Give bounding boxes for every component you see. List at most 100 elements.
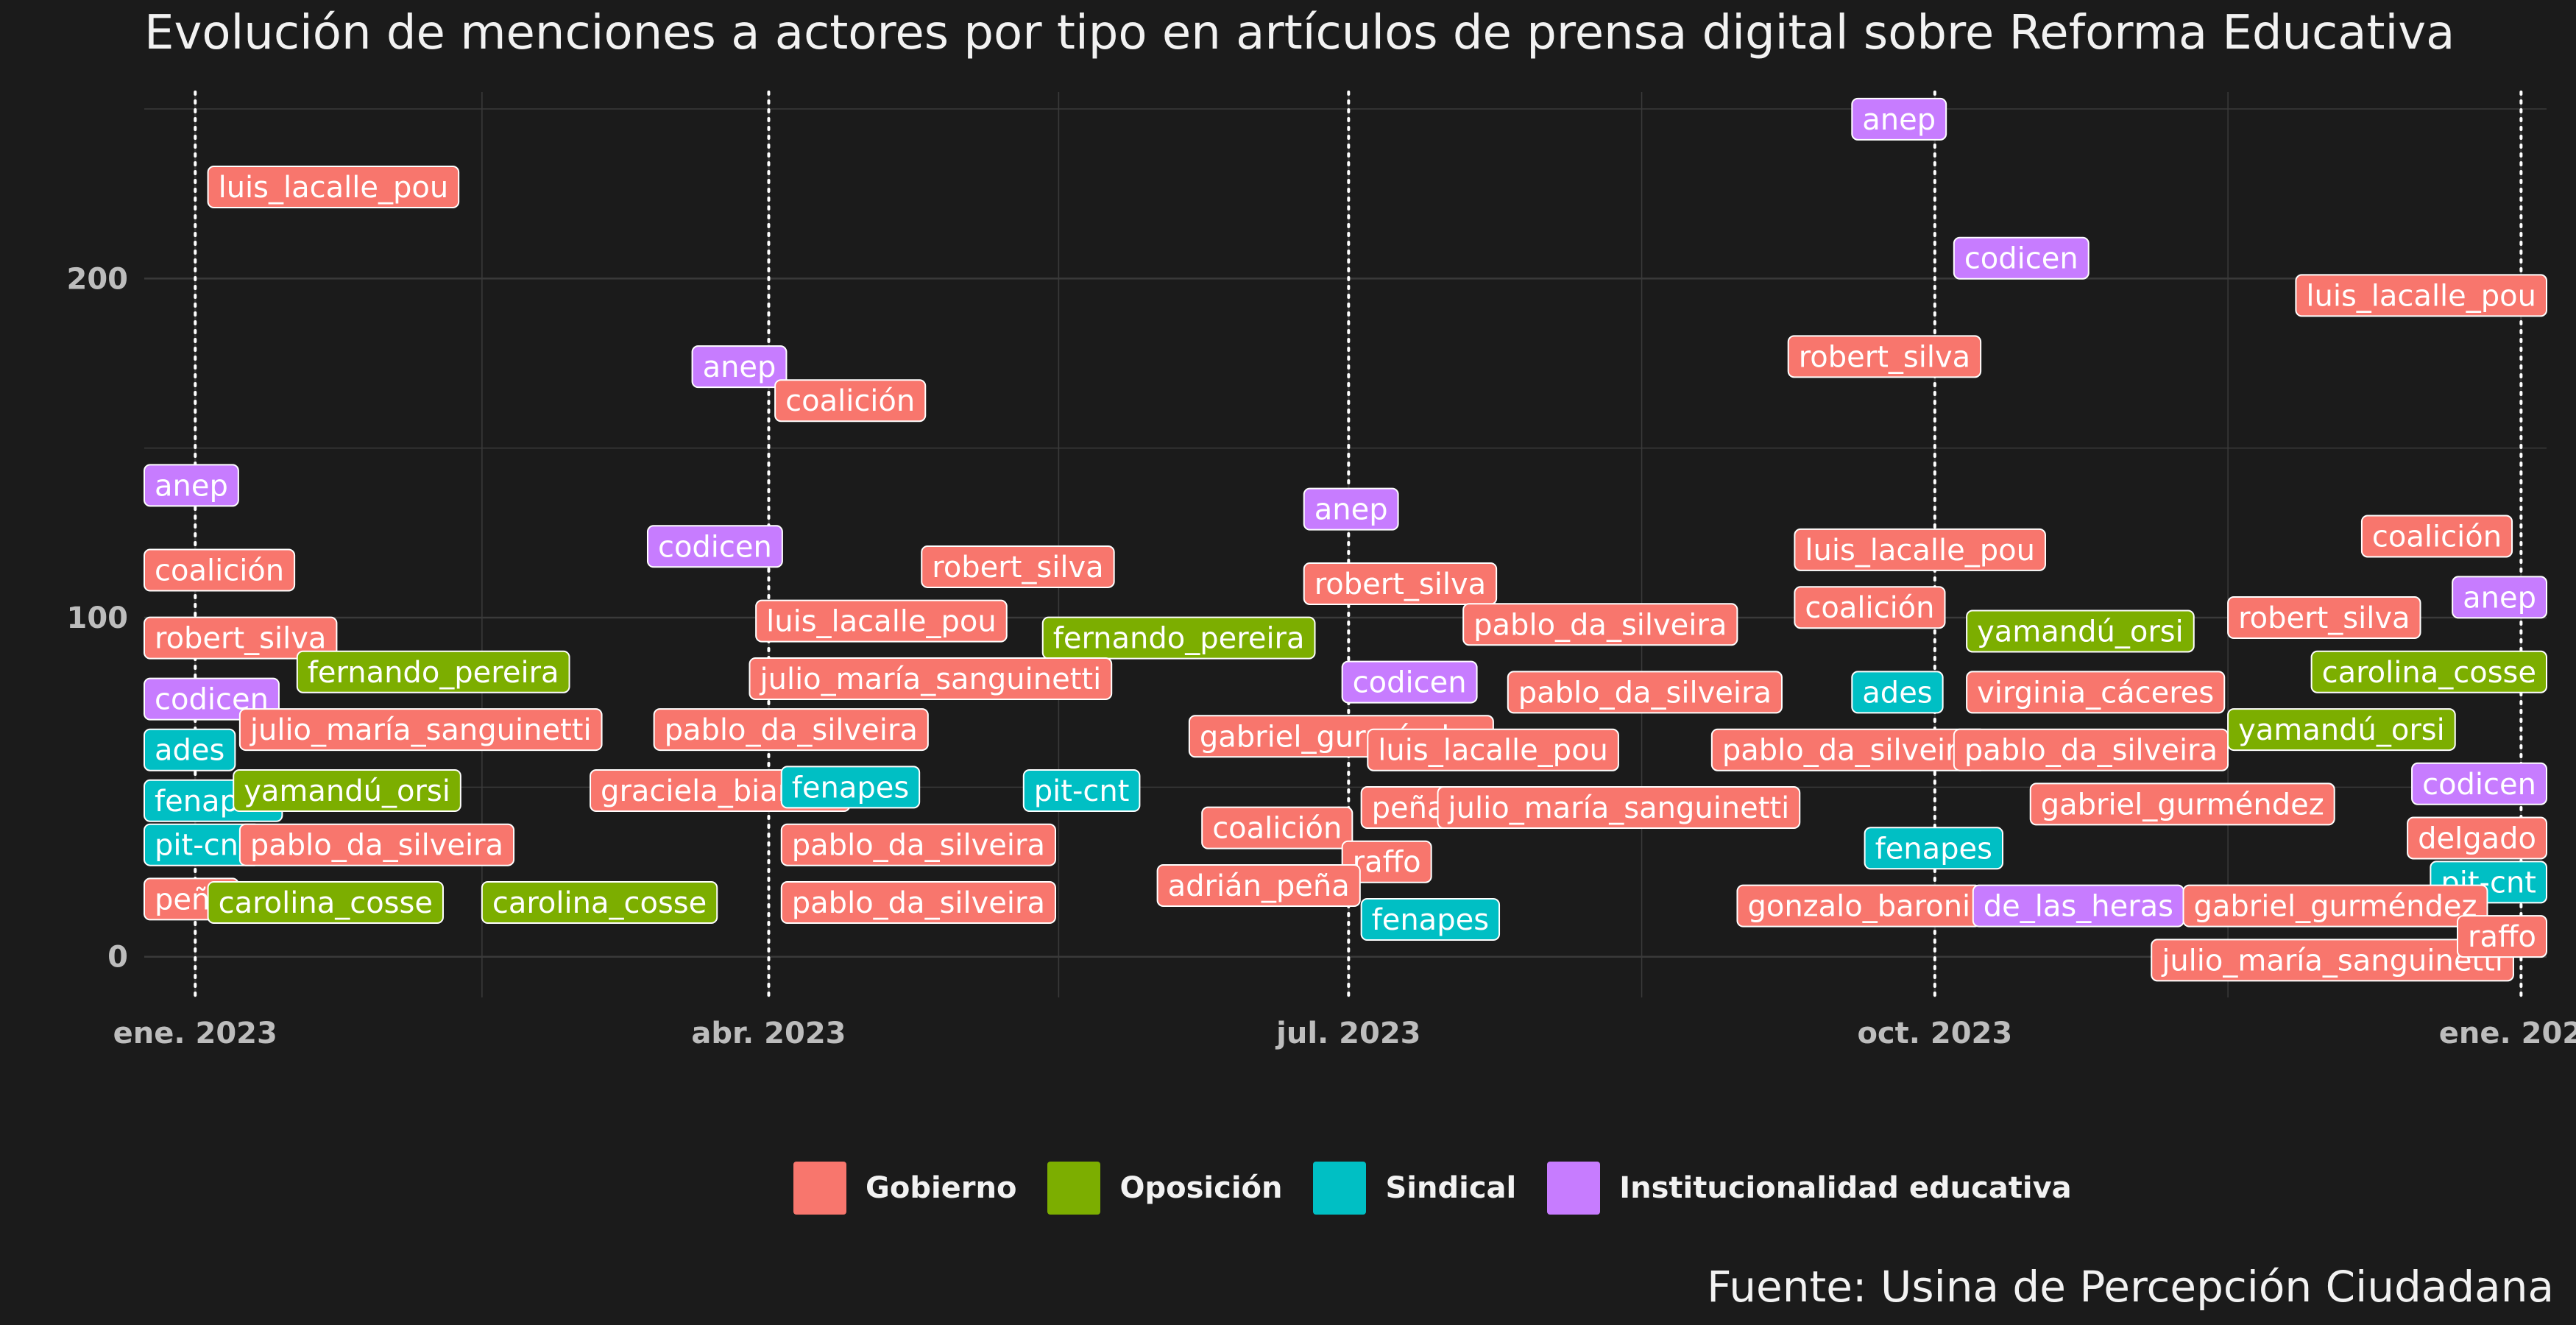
actor-label-text: anep [703, 350, 776, 384]
actor-label: pit-cnt [144, 823, 261, 866]
actor-label: coalición [1201, 806, 1354, 849]
actor-label-text: robert_silva [932, 551, 1103, 584]
actor-label-text: anep [1862, 103, 1936, 137]
actor-label: yamandú_orsi [233, 768, 461, 812]
actor-label: adrián_peña [1156, 863, 1361, 907]
actor-label-box [2227, 596, 2421, 640]
actor-label-box [144, 548, 296, 592]
actor-label-box [233, 768, 461, 812]
actor-label-box [1303, 562, 1498, 605]
actor-label: robert_silva [144, 616, 338, 660]
actor-label: coalición [1794, 586, 1946, 629]
actor-label-box [774, 379, 927, 423]
actor-label-box [755, 599, 1008, 643]
actor-label: luis_lacalle_pou [2295, 274, 2547, 317]
actor-label-box [1507, 671, 1783, 714]
actor-label-box [1367, 728, 1619, 771]
actor-label-box [1156, 863, 1361, 907]
actor-label-text: codicen [1353, 666, 1467, 700]
actor-label-box [1864, 827, 2004, 870]
actor-label: luis_lacalle_pou [1367, 728, 1619, 771]
actor-label-text: carolina_cosse [219, 886, 433, 920]
actor-label-text: pablo_da_silveira [1964, 734, 2218, 768]
actor-label-text: robert_silva [1314, 568, 1486, 601]
legend-key [793, 1162, 846, 1215]
actor-label-box [144, 728, 236, 771]
actor-label-box [1966, 610, 2195, 653]
actor-label: luis_lacalle_pou [755, 599, 1008, 643]
actor-label-box [780, 823, 1056, 866]
actor-label: carolina_cosse [207, 881, 444, 925]
actor-label-box [1303, 487, 1399, 531]
actor-label-box [2182, 884, 2488, 928]
actor-label: peña [1360, 786, 1457, 830]
actor-label-box [1462, 603, 1738, 646]
actor-label-text: coalición [1212, 812, 1342, 846]
actor-label-box [2452, 576, 2547, 619]
actor-label-box [2310, 650, 2547, 693]
actor-label-box [144, 616, 338, 660]
legend-key [1313, 1162, 1367, 1215]
actor-label-text: julio_maría_sanguinetti [250, 713, 592, 747]
actor-label-text: pablo_da_silveira [250, 829, 503, 863]
actor-label-box [2029, 782, 2335, 826]
actor-label: codicen [2411, 762, 2547, 805]
actor-label-text: pablo_da_silveira [1722, 734, 1975, 768]
actor-label-text: coalición [1805, 591, 1934, 625]
legend-item: Institucionalidad educativa [1547, 1162, 2072, 1215]
actor-label: coalición [774, 379, 927, 423]
actor-label: robert_silva [1787, 335, 1982, 378]
x-tick-label: jul. 2023 [1275, 1017, 1420, 1050]
actor-label: anep [1851, 97, 1947, 141]
actor-label-box [653, 708, 929, 752]
actor-label-box [1360, 898, 1501, 941]
actor-label-text: pablo_da_silveira [1518, 676, 1772, 710]
actor-label-text: julio_maría_sanguinetti [759, 662, 1101, 696]
x-tick-label: oct. 2023 [1857, 1017, 2012, 1050]
actor-label-text: luis_lacalle_pou [219, 171, 449, 205]
actor-label-text: pit-cnt [1034, 774, 1130, 808]
actor-label-box [1851, 97, 1947, 141]
actor-label: fenapes [1864, 827, 2004, 870]
actor-label-text: luis_lacalle_pou [2306, 279, 2536, 313]
actor-label-box [1201, 806, 1354, 849]
caption: Fuente: Usina de Percepción Ciudadana [1707, 1262, 2554, 1312]
actor-label-text: robert_silva [1799, 340, 1970, 374]
actor-label-text: de_las_heras [1984, 890, 2173, 924]
actor-label-box [1341, 660, 1478, 704]
y-tick-label: 200 [67, 262, 129, 296]
actor-label: julio_maría_sanguinetti [238, 708, 603, 752]
actor-label: carolina_cosse [2310, 650, 2547, 693]
actor-label: coalición [2360, 515, 2513, 558]
y-tick-label: 0 [107, 941, 128, 975]
actor-label-box [207, 165, 460, 208]
actor-label: gabriel_gurméndez [2182, 884, 2488, 928]
actor-label-text: coalición [785, 384, 915, 418]
actor-label: anep [2452, 576, 2547, 619]
actor-label-box [296, 650, 570, 693]
actor-label-box [238, 708, 603, 752]
actor-label-box [2295, 274, 2547, 317]
actor-label: carolina_cosse [481, 881, 718, 925]
actor-label: luis_lacalle_pou [1794, 528, 2046, 571]
actor-label-box [1953, 236, 2090, 280]
actor-label-text: fenapes [1372, 903, 1489, 937]
actor-label-box [2227, 708, 2456, 752]
actor-label-box [2457, 915, 2547, 958]
actor-label-text: robert_silva [155, 622, 326, 656]
actor-label-text: yamandú_orsi [1977, 615, 2184, 649]
actor-label-text: pablo_da_silveira [665, 713, 918, 747]
legend-item: Sindical [1313, 1162, 1516, 1215]
actor-label-box [2411, 762, 2547, 805]
actor-label: anep [1303, 487, 1399, 531]
actor-label-text: julio_maría_sanguinetti [2161, 944, 2503, 978]
actor-label-text: codicen [1964, 242, 2078, 276]
actor-label: robert_silva [1303, 562, 1498, 605]
actor-label-text: pablo_da_silveira [792, 886, 1045, 920]
actor-label: codicen [1341, 660, 1478, 704]
actor-label: luis_lacalle_pou [207, 165, 460, 208]
actor-label-text: raffo [1353, 846, 1421, 880]
actor-label-text: fenapes [1875, 832, 1992, 866]
chart-title: Evolución de menciones a actores por tip… [144, 6, 2455, 60]
